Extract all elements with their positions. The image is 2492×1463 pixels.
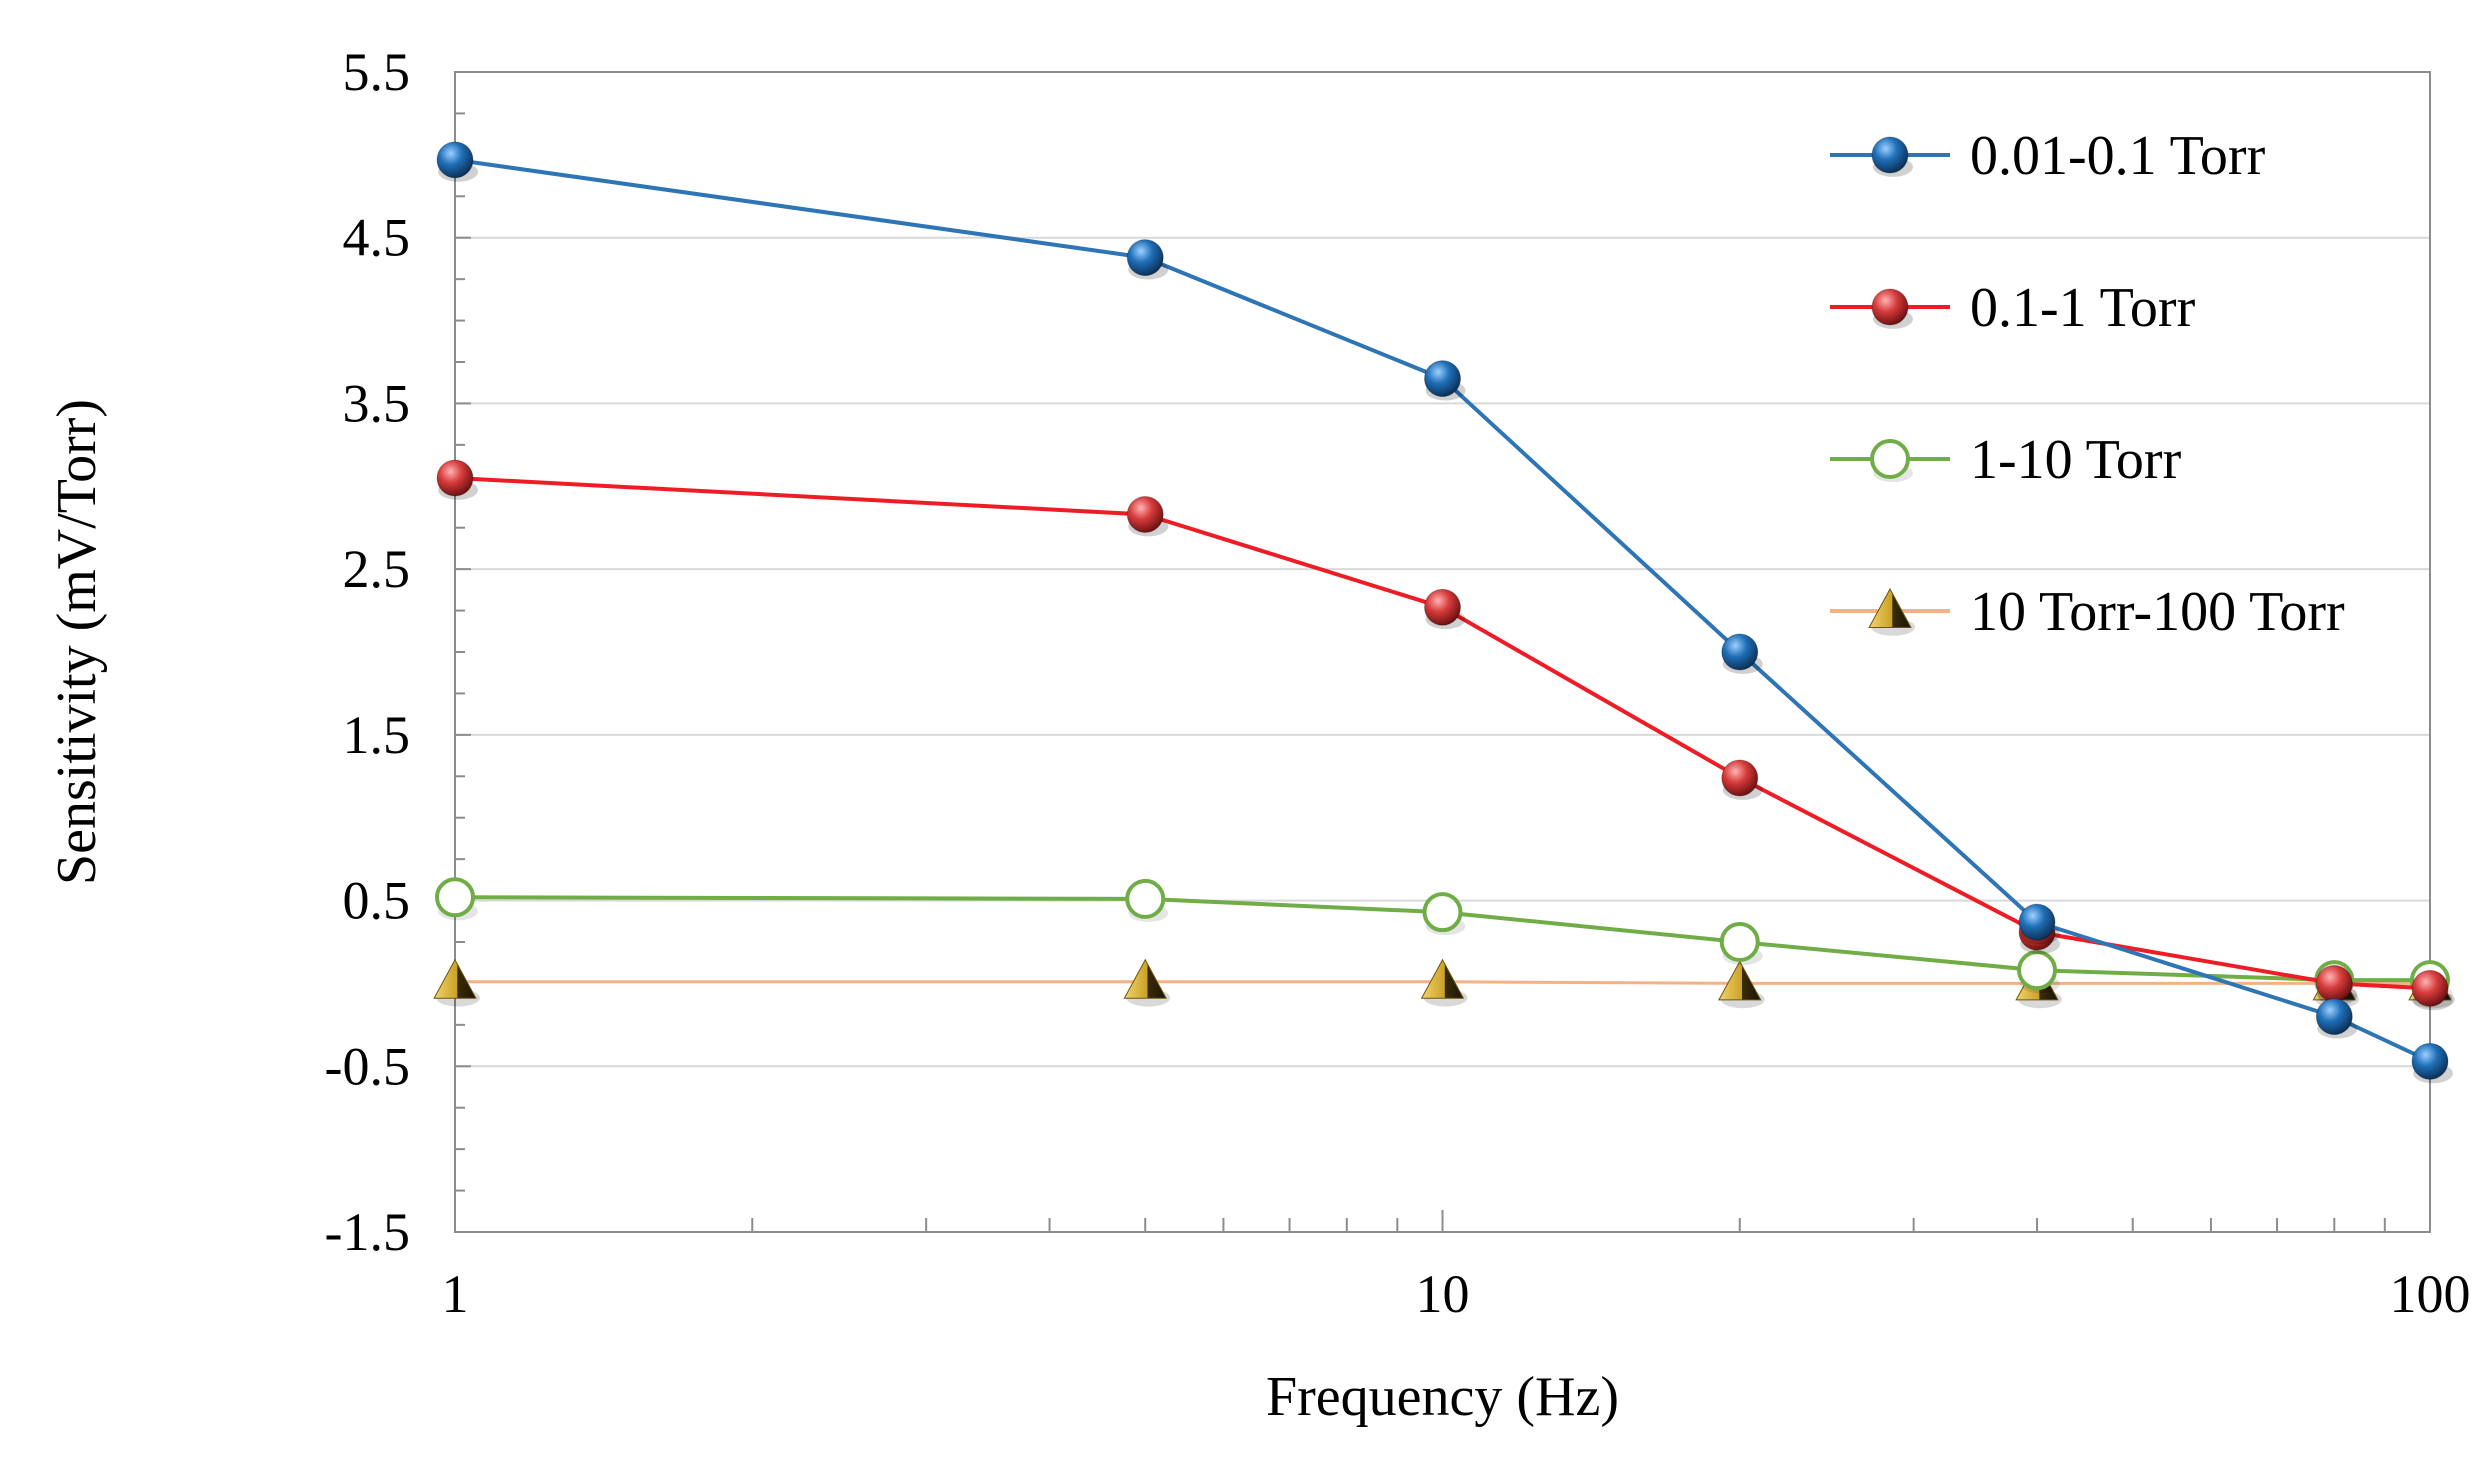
legend-label: 0.1-1 Torr [1970,277,2196,339]
y-tick-label: 4.5 [343,208,411,268]
x-tick-label: 1 [442,1264,469,1324]
x-axis-ticks: 1 10 100 [442,1210,2471,1324]
legend: 0.01-0.1 Torr 0.1-1 Torr 1-10 Torr 10 Torr-… [1830,125,2345,643]
legend-item: 10 Torr-100 Torr [1830,581,2345,643]
legend-item: 0.1-1 Torr [1830,277,2196,339]
x-tick-label: 10 [1416,1264,1470,1324]
y-tick-label: 2.5 [343,539,411,599]
data-point [436,459,474,497]
data-point [1424,360,1461,398]
data-point [1125,878,1166,919]
data-point [1871,288,1909,326]
series-0 [436,141,2453,1084]
data-point [1718,960,1762,1001]
data-point [2411,969,2449,1007]
y-axis-title: Sensitivity (mV/Torr) [46,399,108,885]
legend-label: 10 Torr-100 Torr [1970,581,2345,643]
data-point [2411,1042,2449,1080]
series-group [433,141,2455,1084]
data-point [436,141,474,179]
data-point [2315,964,2353,1002]
series-3 [433,958,2455,1009]
data-point [435,877,475,918]
data-point [2017,950,2058,991]
data-point [1420,958,1465,999]
data-point [1721,759,1759,797]
data-point [1870,439,1910,479]
data-point [2315,998,2353,1036]
y-tick-label: 5.5 [343,42,411,102]
x-tick-label: 100 [2390,1264,2471,1324]
plot-area-frame [454,71,2431,1233]
data-point [1721,633,1759,671]
data-point [1126,239,1164,277]
data-point [433,958,477,999]
series-1 [436,459,2453,1011]
legend-label: 0.01-0.1 Torr [1970,125,2266,187]
data-point [1719,922,1760,962]
y-tick-label: -0.5 [325,1036,410,1096]
data-point [1868,587,1912,628]
data-point [1424,588,1461,626]
data-point [1126,495,1164,533]
y-tick-label: 1.5 [343,705,411,765]
legend-label: 1-10 Torr [1970,429,2182,491]
data-point [1422,892,1463,933]
data-point [1123,958,1167,999]
x-axis-title: Frequency (Hz) [1266,1366,1619,1428]
legend-item: 1-10 Torr [1830,429,2182,491]
x-minor-ticks [751,1218,2386,1232]
data-point [2018,903,2056,941]
data-point [1871,136,1909,174]
y-tick-label: 0.5 [343,871,411,931]
y-tick-label: -1.5 [325,1202,410,1262]
y-tick-label: 3.5 [343,373,411,433]
y-axis-ticks: 5.5 4.5 3.5 2.5 1.5 0.5 -0.5 -1.5 [325,42,471,1262]
legend-item: 0.01-0.1 Torr [1830,125,2266,187]
